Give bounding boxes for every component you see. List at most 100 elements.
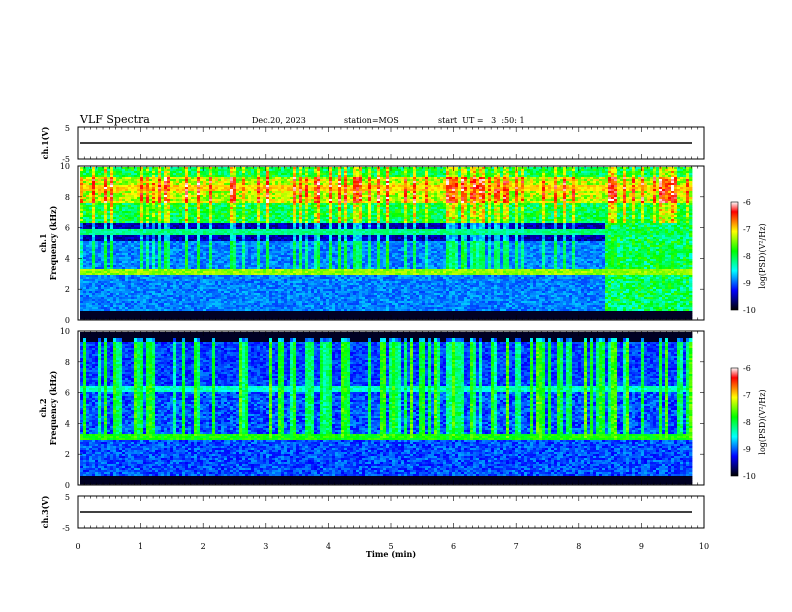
spectrogram-cell — [143, 207, 147, 210]
spectrogram-cell — [86, 307, 90, 310]
spectrogram-cell — [155, 221, 159, 224]
spectrogram-cell — [149, 283, 153, 286]
spectrogram-cell — [101, 313, 105, 316]
spectrogram-cell — [257, 317, 261, 320]
spectrogram-cell — [80, 285, 84, 288]
spectrogram-cell — [161, 179, 165, 182]
spectrogram-cell — [140, 255, 144, 258]
spectrogram-cell — [119, 201, 123, 204]
spectrogram-cell — [95, 265, 99, 268]
spectrogram-cell — [167, 253, 171, 256]
spectrogram-cell — [203, 317, 207, 320]
spectrogram-cell — [167, 223, 171, 226]
spectrogram-cell — [164, 199, 168, 202]
spectrogram-cell — [119, 233, 123, 236]
spectrogram-cell — [113, 293, 117, 296]
spectrogram-cell — [128, 221, 132, 224]
spectrogram-cell — [122, 245, 126, 248]
spectrogram-cell — [164, 189, 168, 192]
spectrogram-cell — [140, 259, 144, 262]
spectrogram-cell — [128, 263, 132, 266]
spectrogram-cell — [86, 263, 90, 266]
spectrogram-cell — [89, 305, 93, 308]
spectrogram-cell — [104, 241, 108, 244]
spectrogram-cell — [161, 189, 165, 192]
spectrogram-cell — [158, 239, 162, 242]
spectrogram-cell — [104, 287, 108, 290]
spectrogram-cell — [143, 217, 147, 220]
spectrogram-cell — [107, 315, 111, 318]
spectrogram-cell — [164, 239, 168, 242]
spectrogram-cell — [125, 277, 129, 280]
spectrogram-cell — [95, 227, 99, 230]
spectrogram-cell — [101, 289, 105, 292]
spectrogram-cell — [146, 231, 150, 234]
spectrogram-cell — [83, 309, 87, 312]
spectrogram-cell — [137, 273, 141, 276]
spectrogram-cell — [167, 185, 171, 188]
spectrogram-cell — [167, 311, 171, 314]
spectrogram-cell — [146, 181, 150, 184]
spectrogram-cell — [158, 225, 162, 228]
spectrogram-cell — [158, 259, 162, 262]
spectrogram-cell — [242, 317, 246, 320]
spectrogram-cell — [158, 197, 162, 200]
spectrogram-cell — [137, 205, 141, 208]
spectrogram-cell — [128, 199, 132, 202]
spectrogram-cell — [158, 313, 162, 316]
spectrogram-cell — [143, 317, 147, 320]
spectrogram-cell — [98, 197, 102, 200]
spectrogram-cell — [125, 193, 129, 196]
spectrogram-cell — [158, 169, 162, 172]
spectrogram-cell — [128, 249, 132, 252]
spectrogram-cell — [110, 195, 114, 198]
spectrogram-cell — [140, 205, 144, 208]
spectrogram-cell — [155, 193, 159, 196]
spectrogram-cell — [158, 181, 162, 184]
spectrogram-cell — [92, 243, 96, 246]
spectrogram-cell — [158, 267, 162, 270]
spectrogram-cell — [83, 315, 87, 318]
spectrogram-cell — [113, 195, 117, 198]
spectrogram-cell — [134, 261, 138, 264]
spectrogram-cell — [98, 313, 102, 316]
spectrogram-cell — [128, 285, 132, 288]
spectrogram-cell — [83, 303, 87, 306]
spectrogram-cell — [143, 195, 147, 198]
spectrogram-cell — [152, 175, 156, 178]
spectrogram-cell — [164, 207, 168, 210]
spectrogram-cell — [149, 171, 153, 174]
spectrogram-cell — [98, 243, 102, 246]
spectrogram-cell — [125, 283, 129, 286]
spectrogram-cell — [167, 257, 171, 260]
spectrogram-cell — [116, 293, 120, 296]
spectrogram-cell — [143, 169, 147, 172]
spectrogram-cell — [167, 283, 171, 286]
spectrogram-cell — [83, 279, 87, 282]
spectrogram-cell — [134, 277, 138, 280]
spectrogram-cell — [104, 167, 108, 170]
spectrogram-cell — [143, 283, 147, 286]
spectrogram-cell — [83, 263, 87, 266]
spectrogram-cell — [89, 283, 93, 286]
spectrogram-cell — [104, 309, 108, 312]
spectrogram-cell — [182, 317, 186, 320]
spectrogram-cell — [161, 207, 165, 210]
spectrogram-cell — [116, 251, 120, 254]
spectrogram-cell — [152, 215, 156, 218]
spectrogram-cell — [80, 311, 84, 314]
spectrogram-cell — [83, 213, 87, 216]
spectrogram-cell — [134, 223, 138, 226]
spectrogram-cell — [122, 305, 126, 308]
spectrogram-cell — [86, 237, 90, 240]
spectrogram-cell — [125, 279, 129, 282]
spectrogram-cell — [155, 307, 159, 310]
spectrogram-cell — [122, 285, 126, 288]
spectrogram-cell — [146, 275, 150, 278]
spectrogram-cell — [98, 273, 102, 276]
spectrogram-cell — [122, 209, 126, 212]
spectrogram-cell — [89, 255, 93, 258]
spectrogram-cell — [110, 273, 114, 276]
spectrogram-cell — [167, 259, 171, 262]
spectrogram-cell — [98, 267, 102, 270]
